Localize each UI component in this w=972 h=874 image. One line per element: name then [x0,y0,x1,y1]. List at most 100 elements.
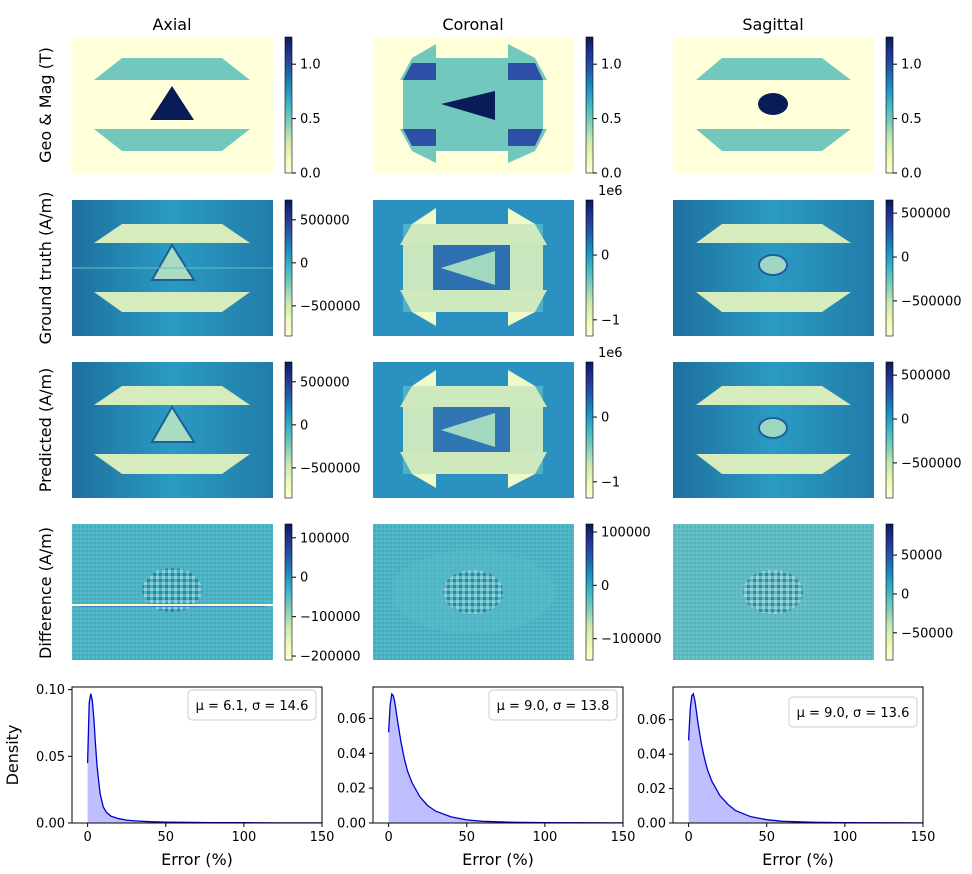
colorbar-2-1: −1 0 1e6 [585,346,623,499]
y-tick-label: 0.10 [36,683,65,698]
column-title-sagittal: Sagittal [742,15,803,34]
colorbar-1-1: −1 0 1e6 [585,184,623,337]
heatmap-ground-truth-sagittal [673,200,874,336]
colorbar-tick-label: −1 [601,475,620,490]
colorbar-2-2: −500000 0 500000 [885,361,962,499]
x-tick-label: 150 [911,830,936,845]
colorbar-tick-label: 500000 [901,207,951,222]
colorbar-tick-label: 100000 [601,526,651,541]
colorbar-tick-label: −200000 [300,650,361,665]
row-label-ground-truth: Ground truth (A/m) [36,192,55,345]
density-plot-sagittal: 0 50 100 150 0.00 0.02 0.04 0.06 Error (%) μ = 9.… [637,686,936,869]
heatmap-difference-coronal [373,524,574,660]
heatmap-predicted-sagittal [673,362,874,498]
colorbar-tick-label: 0 [601,579,609,594]
colorbar-tick-label: 500000 [901,369,951,384]
y-tick-label: 0.02 [637,782,666,797]
column-title-coronal: Coronal [442,15,503,34]
heatmap-difference-sagittal [673,524,874,660]
colorbar-tick-label: 0.5 [300,112,321,127]
colorbar-tick-label: 100000 [300,531,350,546]
colorbar-tick-label: 500000 [300,213,350,228]
row-label-predicted: Predicted (A/m) [36,368,55,493]
x-tick-label: 100 [532,830,557,845]
colorbar-tick-label: 1.0 [601,58,622,73]
colorbar-tick-label: −500000 [901,456,962,471]
density-plot-axial: 0 50 100 150 0.00 0.05 0.10 Error (%) Density μ =… [3,683,334,869]
x-tick-label: 100 [832,830,857,845]
colorbar-tick-label: 500000 [300,375,350,390]
y-tick-label: 0.05 [36,750,65,765]
colorbar-3-2: −50000 0 50000 [885,523,953,661]
heatmap-geo-axial [72,37,273,173]
density-line [687,692,924,824]
x-tick-label: 150 [310,830,335,845]
stats-annotation: μ = 6.1, σ = 14.6 [196,699,309,714]
colorbar-tick-label: 0.5 [601,112,622,127]
colorbar-tick-label: 0.0 [601,167,622,182]
density-axes-frame [372,686,624,824]
heatmap-predicted-coronal [373,362,574,498]
colorbar-tick-label: −1 [601,313,620,328]
colorbars: 0.00.51.00.00.51.00.00.51.0−500000050000… [284,36,962,665]
colorbar-exponent: 1e6 [598,346,623,361]
colorbar-tick-label: −50000 [901,626,953,641]
y-axis-label: Density [3,725,22,786]
row-label-geo-mag: Geo & Mag (T) [36,47,55,163]
colorbar-tick-label: 1.0 [300,58,321,73]
y-tick-label: 0.02 [337,782,366,797]
colorbar-tick-label: 50000 [901,549,942,564]
colorbar-tick-label: 0 [601,249,609,264]
density-axes-frame [672,686,924,824]
density-axes-frame [71,686,323,824]
heatmap-difference-axial [72,524,273,660]
density-area [688,693,923,823]
colorbar-tick-label: 0 [901,251,909,266]
x-tick-label: 0 [384,830,392,845]
x-tick-label: 50 [758,830,775,845]
x-tick-label: 100 [231,830,256,845]
x-tick-label: 0 [684,830,692,845]
colorbar-0-2: 0.0 0.5 1.0 [885,36,922,182]
x-axis-label: Error (%) [762,850,834,869]
x-axis-label: Error (%) [462,850,534,869]
x-tick-label: 50 [157,830,174,845]
colorbar-tick-label: −500000 [300,299,361,314]
colorbar-tick-label: 0.5 [901,112,922,127]
colorbar-tick-label: 0 [300,571,308,586]
x-tick-label: 0 [83,830,91,845]
stats-box [788,696,918,728]
heatmap-geo-coronal [373,37,574,173]
y-tick-label: 0.04 [637,748,666,763]
y-tick-label: 0.00 [36,817,65,832]
colorbar-tick-label: 0 [300,418,308,433]
colorbar-tick-label: −500000 [300,461,361,476]
x-tick-label: 50 [458,830,475,845]
colorbar-tick-label: 0 [300,256,308,271]
colorbar-tick-label: −100000 [300,610,361,625]
x-axis-label: Error (%) [161,850,233,869]
y-tick-label: 0.06 [337,712,366,727]
colorbar-1-0: −500000 0 500000 [284,199,361,337]
stats-annotation: μ = 9.0, σ = 13.6 [797,706,910,721]
heatmap-predicted-axial [72,362,273,498]
colorbar-tick-label: 0.0 [901,167,922,182]
y-tick-label: 0.00 [637,817,666,832]
y-tick-label: 0.00 [337,817,366,832]
colorbar-tick-label: −500000 [901,294,962,309]
colorbar-tick-label: −100000 [601,632,662,647]
colorbar-3-0: −200000 −100000 0 100000 [284,523,361,665]
colorbar-tick-label: 0.0 [300,167,321,182]
colorbar-2-0: −500000 0 500000 [284,361,361,499]
stats-box [488,689,618,721]
density-plot-coronal: 0 50 100 150 0.00 0.02 0.04 0.06 Error (%) μ = 9.… [337,686,635,869]
heatmap-geo-sagittal [673,37,874,173]
y-tick-label: 0.06 [637,713,666,728]
colorbar-tick-label: 0 [901,413,909,428]
column-title-axial: Axial [152,15,191,34]
colorbar-tick-label: 0 [901,587,909,602]
density-area [388,694,623,823]
density-line [387,692,624,824]
